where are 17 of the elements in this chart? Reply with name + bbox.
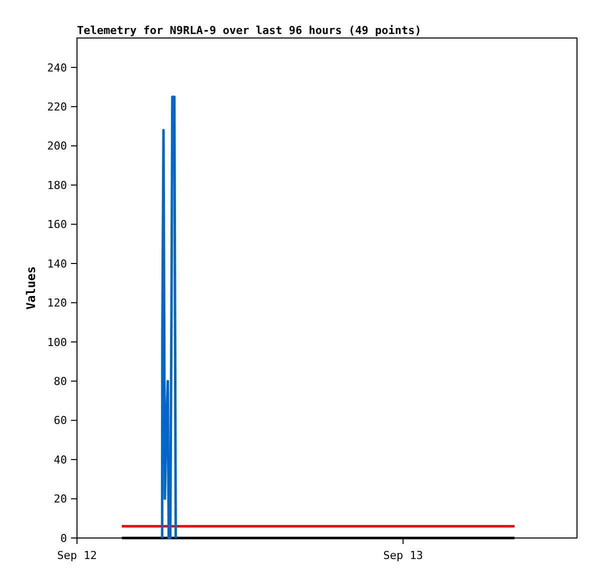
y-tick-label: 220 xyxy=(47,100,67,114)
y-tick-label: 40 xyxy=(54,453,67,466)
chart-title: Telemetry for N9RLA-9 over last 96 hours (49 points) xyxy=(77,24,422,37)
x-tick-label: Sep 12 xyxy=(57,549,97,562)
y-tick-label: 180 xyxy=(47,178,67,192)
y-tick-label: 0 xyxy=(60,532,67,545)
y-tick-label: 140 xyxy=(47,257,67,270)
x-tick-label: Sep 13 xyxy=(383,549,423,562)
y-tick-label: 60 xyxy=(54,414,67,428)
y-tick-label: 20 xyxy=(54,492,67,506)
y-tick-label: 100 xyxy=(47,336,67,349)
y-axis-title: Values xyxy=(24,266,38,310)
y-tick-label: 240 xyxy=(47,61,67,74)
y-tick-label: 120 xyxy=(47,296,67,310)
y-tick-label: 200 xyxy=(47,140,67,153)
y-tick-label: 80 xyxy=(54,374,67,388)
y-tick-label: 160 xyxy=(47,218,67,232)
